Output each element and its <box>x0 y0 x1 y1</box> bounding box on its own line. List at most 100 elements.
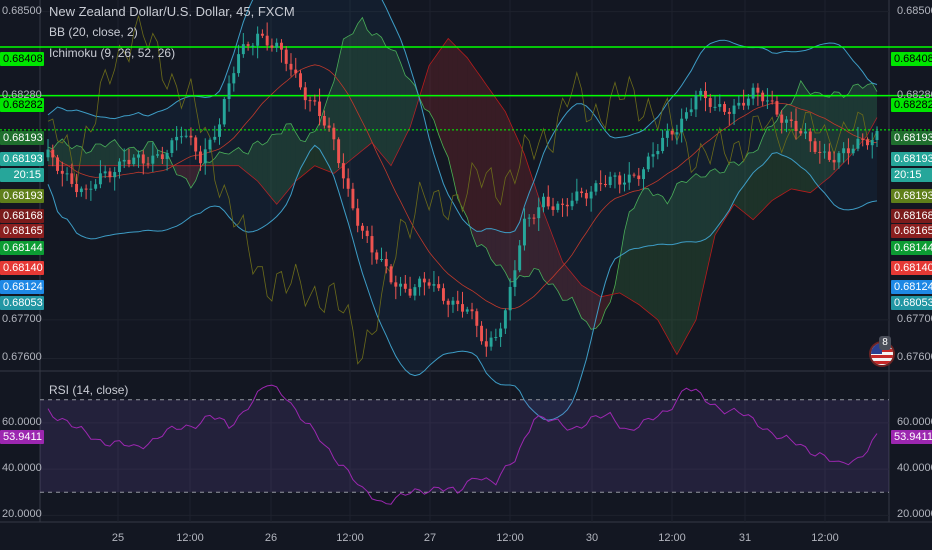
ichimoku-cloud-segment <box>176 165 182 177</box>
ichimoku-cloud-segment <box>495 98 501 266</box>
candle-body <box>780 114 784 123</box>
ichimoku-cloud-segment <box>800 80 806 192</box>
price-tag: 0.68408 <box>891 52 932 66</box>
candle-body <box>156 154 160 156</box>
candle-body <box>794 120 798 131</box>
ichimoku-cloud-segment <box>114 139 120 166</box>
ichimoku-cloud-segment <box>738 160 744 212</box>
candle-body <box>351 188 355 209</box>
candle-body <box>827 151 831 160</box>
ichimoku-cloud-segment <box>433 52 439 135</box>
time-axis-tick: 12:00 <box>811 532 839 544</box>
time-axis-tick: 31 <box>738 532 752 544</box>
candle-body <box>246 44 250 46</box>
candle-body <box>237 54 241 74</box>
ichimoku-cloud-segment <box>743 152 749 216</box>
ichimoku-cloud-segment <box>500 105 506 273</box>
candle-body <box>704 90 707 99</box>
ichimoku-cloud-segment <box>276 133 282 205</box>
candle-body <box>851 148 855 154</box>
candle-body <box>818 151 822 153</box>
candle-body <box>832 159 836 163</box>
price-tag: 0.68193 <box>891 152 932 166</box>
ichimoku-cloud-segment <box>271 134 277 205</box>
candle-body <box>756 87 760 93</box>
ichimoku-cloud-segment <box>186 165 191 189</box>
ichimoku-cloud-segment <box>657 193 663 329</box>
candle-body <box>456 300 460 305</box>
candle-body <box>575 191 579 201</box>
candle-body <box>103 171 107 174</box>
ichimoku-cloud-segment <box>662 196 668 338</box>
ichimoku-cloud-segment <box>352 23 358 159</box>
ichimoku-cloud-segment <box>414 85 420 112</box>
ichimoku-cloud-segment <box>529 168 534 277</box>
ichimoku-cloud-segment <box>791 94 797 190</box>
candle-body <box>689 109 693 113</box>
candle-body <box>603 183 607 186</box>
price-tag: 0.68168 <box>891 209 932 223</box>
candle-body <box>141 154 145 164</box>
ichimoku-cloud-segment <box>715 168 720 236</box>
ichimoku-cloud-segment <box>386 47 392 166</box>
ichimoku-cloud-segment <box>290 123 296 187</box>
ichimoku-cloud-segment <box>548 224 554 285</box>
price-tag: 0.68140 <box>0 261 44 275</box>
price-axis-tick: 0.67700 <box>897 312 932 325</box>
candle-body <box>489 337 493 347</box>
candle-body <box>546 196 550 207</box>
candle-body <box>737 102 741 106</box>
ichimoku-cloud-segment <box>338 39 344 170</box>
ichimoku-cloud-segment <box>857 84 863 147</box>
ichimoku-cloud-segment <box>486 84 492 260</box>
rsi-axis-tick: 20.0000 <box>2 508 42 521</box>
ichimoku-cloud-segment <box>367 29 372 147</box>
candle-body <box>875 131 879 141</box>
ichimoku-span-b-line <box>48 37 878 356</box>
ichimoku-legend: Ichimoku (9, 26, 52, 26) <box>49 46 176 60</box>
ichimoku-cloud-segment <box>724 162 730 220</box>
candle-body <box>360 225 364 231</box>
candle-body <box>484 341 488 347</box>
candle-body <box>813 141 817 152</box>
candle-body <box>556 203 560 210</box>
candle-body <box>60 170 64 174</box>
ichimoku-cloud-segment <box>452 43 458 199</box>
ichimoku-cloud-segment <box>576 279 582 319</box>
candle-body <box>241 44 245 55</box>
price-tag: 0.68408 <box>0 52 44 66</box>
ichimoku-cloud-segment <box>691 173 696 329</box>
candle-body <box>394 282 398 287</box>
candle-body <box>170 140 174 153</box>
ichimoku-cloud-segment <box>543 211 549 285</box>
candle-body <box>260 33 264 36</box>
time-axis-tick: 12:00 <box>336 532 364 544</box>
bollinger-band-fill <box>48 0 877 421</box>
candle-body <box>98 173 102 185</box>
ichimoku-cloud-segment <box>443 38 449 158</box>
candle-body <box>146 163 150 165</box>
candle-body <box>723 104 727 112</box>
candle-body <box>422 278 426 283</box>
ichimoku-cloud-segment <box>243 152 249 174</box>
ichimoku-cloud-segment <box>862 84 868 141</box>
ichimoku-cloud-segment <box>219 151 225 166</box>
ichimoku-cloud-segment <box>109 139 115 166</box>
ichimoku-cloud-segment <box>634 197 639 305</box>
ichimoku-cloud-segment <box>400 62 406 147</box>
rsi-current-tag: 53.9411 <box>891 429 932 444</box>
ichimoku-cloud-segment <box>729 161 735 212</box>
candle-body <box>127 159 131 165</box>
ichimoku-cloud-segment <box>638 188 644 309</box>
ichimoku-cloud-segment <box>467 57 473 235</box>
price-tag: 0.68124 <box>891 280 932 294</box>
ichimoku-cloud-segment <box>762 127 768 211</box>
ichimoku-cloud-segment <box>86 151 91 166</box>
price-tag: 0.68144 <box>891 241 932 255</box>
rsi-current-tag: 53.9411 <box>0 429 44 444</box>
candle-body <box>542 196 545 208</box>
candle-body <box>861 138 865 140</box>
ichimoku-cloud-segment <box>605 294 611 310</box>
candle-body <box>194 137 198 152</box>
